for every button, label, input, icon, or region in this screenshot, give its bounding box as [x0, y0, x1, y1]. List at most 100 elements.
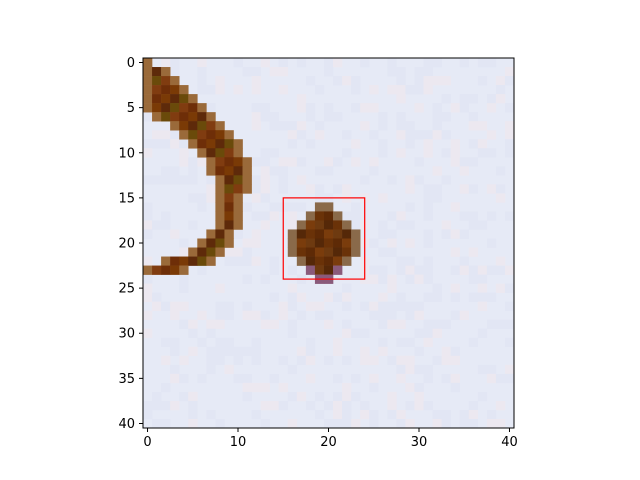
background-pixel	[360, 58, 370, 68]
background-pixel	[152, 292, 162, 302]
blob-pixel	[296, 256, 307, 266]
blob-pixel	[333, 256, 343, 266]
background-pixel	[432, 283, 442, 293]
x-tick-label: 40	[501, 435, 518, 450]
background-pixel	[305, 76, 316, 86]
background-pixel	[242, 373, 252, 384]
background-pixel	[224, 310, 234, 321]
background-pixel	[405, 130, 415, 140]
background-pixel	[305, 346, 316, 357]
background-pixel	[260, 193, 270, 203]
background-pixel	[387, 409, 397, 420]
background-pixel	[495, 184, 506, 194]
background-pixel	[432, 121, 442, 131]
background-pixel	[423, 319, 433, 330]
arc-pixel	[197, 121, 207, 131]
arc-pixel	[224, 166, 234, 176]
background-pixel	[296, 202, 307, 212]
background-pixel	[405, 139, 415, 149]
background-pixel	[251, 382, 261, 393]
background-pixel	[333, 373, 343, 384]
background-pixel	[369, 409, 379, 420]
background-pixel	[378, 229, 388, 239]
background-pixel	[170, 67, 180, 77]
background-pixel	[251, 193, 261, 203]
arc-pixel	[242, 175, 252, 185]
background-pixel	[179, 391, 189, 402]
blob-pixel	[314, 265, 325, 275]
arc-pixel	[197, 130, 207, 140]
background-pixel	[342, 328, 352, 339]
background-pixel	[278, 301, 289, 311]
background-pixel	[242, 202, 252, 212]
blob-pixel	[323, 229, 334, 239]
y-tick-label: 10	[118, 146, 135, 161]
background-pixel	[242, 238, 252, 248]
background-pixel	[405, 85, 415, 95]
arc-pixel	[215, 121, 225, 131]
arc-pixel	[179, 265, 189, 275]
background-pixel	[342, 130, 352, 140]
background-pixel	[396, 67, 406, 77]
background-pixel	[242, 67, 252, 77]
background-pixel	[441, 130, 451, 140]
background-pixel	[504, 130, 515, 140]
background-pixel	[260, 184, 270, 194]
background-pixel	[441, 148, 451, 158]
background-pixel	[170, 364, 180, 375]
background-pixel	[450, 265, 461, 275]
background-pixel	[170, 58, 180, 68]
arc-pixel	[170, 256, 180, 266]
arc-pixel	[233, 166, 243, 176]
background-pixel	[260, 211, 270, 221]
background-pixel	[396, 148, 406, 158]
background-pixel	[287, 364, 298, 375]
background-pixel	[423, 337, 433, 348]
background-pixel	[504, 319, 515, 330]
background-pixel	[161, 418, 171, 429]
background-pixel	[459, 229, 470, 239]
background-pixel	[459, 418, 470, 429]
background-pixel	[432, 409, 442, 420]
background-pixel	[504, 139, 515, 149]
background-pixel	[405, 265, 415, 275]
background-pixel	[296, 103, 307, 113]
background-pixel	[296, 346, 307, 357]
arc-pixel	[152, 67, 162, 77]
background-pixel	[414, 391, 424, 402]
background-pixel	[387, 319, 397, 330]
background-pixel	[215, 301, 225, 311]
background-pixel	[486, 418, 497, 429]
arc-pixel	[152, 103, 162, 113]
y-tick-label: 25	[118, 282, 135, 297]
background-pixel	[197, 157, 207, 167]
background-pixel	[170, 400, 180, 411]
background-pixel	[387, 238, 397, 248]
background-pixel	[287, 220, 298, 230]
background-pixel	[278, 184, 289, 194]
blob-pixel	[333, 265, 343, 275]
arc-pixel	[143, 85, 153, 95]
background-pixel	[405, 337, 415, 348]
arc-pixel	[152, 112, 162, 122]
background-pixel	[441, 355, 451, 366]
background-pixel	[405, 382, 415, 393]
arc-pixel	[224, 130, 234, 140]
x-tick-label: 20	[320, 435, 337, 450]
background-pixel	[296, 130, 307, 140]
background-pixel	[342, 409, 352, 420]
arc-pixel	[143, 76, 153, 86]
background-pixel	[333, 346, 343, 357]
background-pixel	[459, 157, 470, 167]
background-pixel	[143, 310, 153, 321]
blob-pixel	[305, 220, 316, 230]
arc-pixel	[215, 175, 225, 185]
background-pixel	[432, 76, 442, 86]
arc-pixel	[143, 103, 153, 113]
background-pixel	[342, 292, 352, 302]
background-pixel	[351, 211, 361, 221]
arc-pixel	[179, 94, 189, 104]
background-pixel	[251, 67, 261, 77]
arc-pixel	[143, 58, 153, 68]
blob-pixel	[305, 211, 316, 221]
